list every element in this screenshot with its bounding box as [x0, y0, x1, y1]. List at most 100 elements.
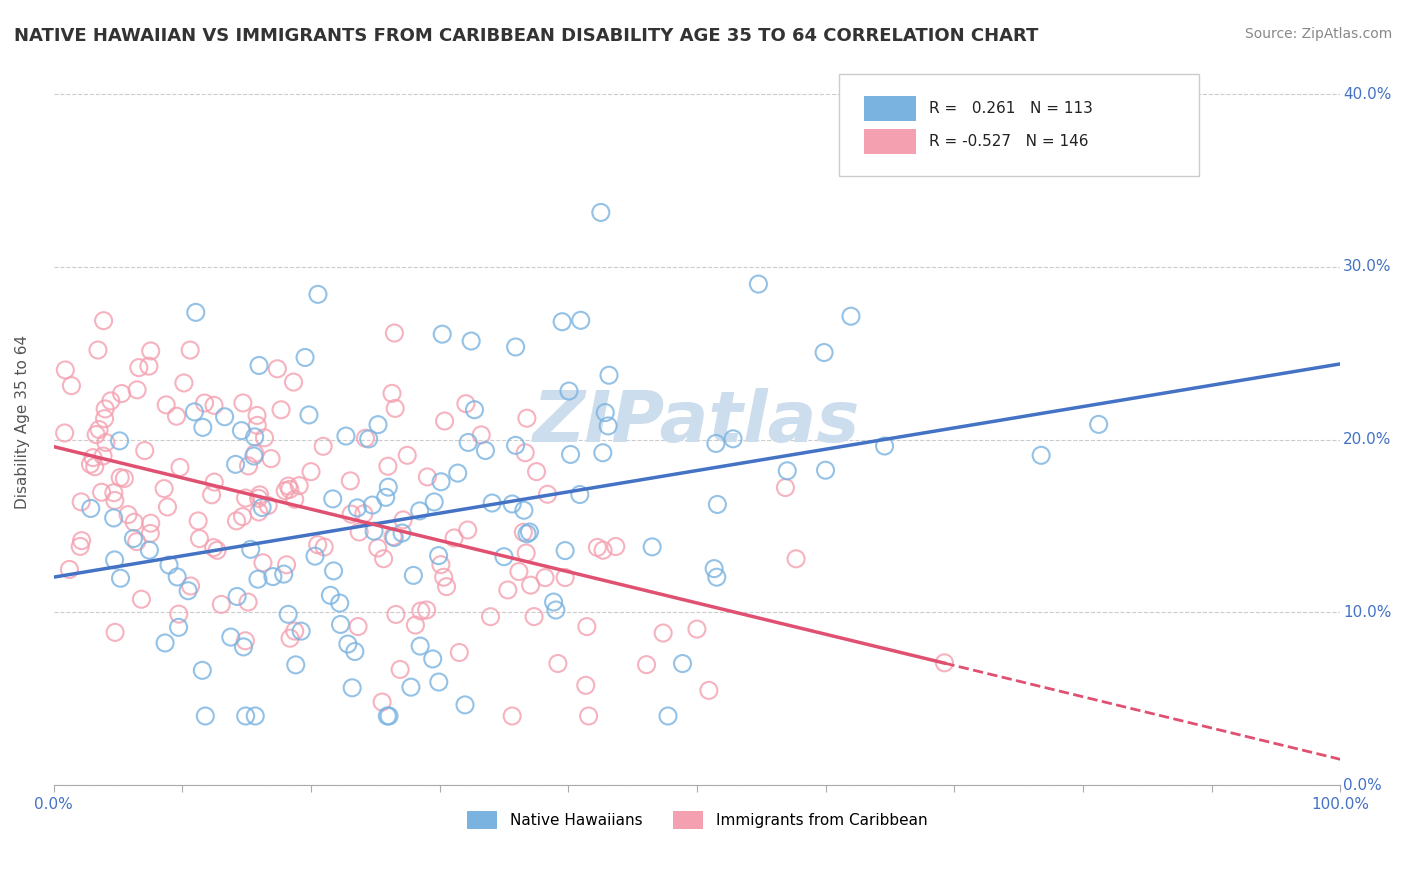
Point	[367, 541, 389, 555]
Point	[423, 495, 446, 509]
Point	[496, 582, 519, 597]
Point	[378, 709, 401, 723]
Point	[363, 524, 385, 538]
Point	[307, 287, 329, 301]
Point	[188, 532, 211, 546]
Point	[322, 491, 344, 506]
FancyBboxPatch shape	[865, 95, 915, 121]
Point	[166, 570, 188, 584]
Point	[636, 657, 658, 672]
Point	[547, 657, 569, 671]
Point	[83, 459, 105, 474]
Point	[427, 675, 450, 690]
Point	[706, 498, 728, 512]
Point	[474, 443, 496, 458]
Point	[294, 351, 316, 365]
Point	[193, 396, 215, 410]
Point	[157, 558, 180, 572]
Point	[314, 540, 336, 554]
Point	[100, 393, 122, 408]
Text: 20.0%: 20.0%	[1343, 432, 1392, 447]
Text: 0.0%: 0.0%	[1343, 778, 1382, 793]
Point	[554, 543, 576, 558]
Point	[354, 431, 377, 445]
Point	[250, 500, 273, 515]
Point	[371, 695, 394, 709]
Point	[125, 534, 148, 549]
Point	[873, 439, 896, 453]
Point	[260, 451, 283, 466]
Point	[568, 487, 591, 501]
Point	[505, 340, 527, 354]
Point	[288, 478, 311, 492]
Point	[385, 607, 408, 622]
Point	[262, 569, 284, 583]
FancyBboxPatch shape	[838, 74, 1199, 176]
Point	[335, 429, 357, 443]
Point	[122, 532, 145, 546]
Point	[87, 423, 110, 437]
Point	[375, 709, 398, 723]
Point	[276, 558, 298, 572]
Point	[235, 491, 257, 505]
Point	[219, 630, 242, 644]
Point	[139, 526, 162, 541]
Point	[697, 683, 720, 698]
Point	[209, 598, 232, 612]
Point	[173, 376, 195, 390]
Point	[180, 579, 202, 593]
Point	[392, 513, 415, 527]
Point	[202, 398, 225, 412]
Point	[246, 572, 269, 586]
Point	[367, 417, 389, 432]
Point	[247, 491, 270, 506]
Point	[103, 511, 125, 525]
Point	[513, 503, 536, 517]
Point	[454, 698, 477, 712]
Point	[515, 446, 537, 460]
Point	[457, 523, 479, 537]
Point	[226, 590, 249, 604]
Point	[686, 622, 709, 636]
Text: R =   0.261   N = 113: R = 0.261 N = 113	[928, 102, 1092, 117]
Point	[278, 631, 301, 645]
Point	[225, 514, 247, 528]
Point	[253, 431, 276, 445]
Point	[560, 447, 582, 461]
Point	[284, 492, 307, 507]
Point	[110, 571, 132, 585]
Point	[785, 551, 807, 566]
Text: 40.0%: 40.0%	[1343, 87, 1392, 102]
Point	[396, 448, 419, 462]
Point	[578, 709, 600, 723]
FancyBboxPatch shape	[865, 128, 915, 154]
Point	[243, 447, 266, 461]
Point	[389, 663, 412, 677]
Point	[87, 343, 110, 357]
Point	[463, 402, 485, 417]
Point	[589, 205, 612, 219]
Point	[270, 402, 292, 417]
Point	[128, 360, 150, 375]
Point	[641, 540, 664, 554]
Point	[657, 709, 679, 723]
Point	[108, 434, 131, 448]
Point	[94, 401, 117, 416]
Point	[492, 549, 515, 564]
Point	[592, 446, 614, 460]
Point	[257, 499, 280, 513]
Text: ZIPatlas: ZIPatlas	[533, 388, 860, 457]
Point	[155, 398, 177, 412]
Point	[516, 526, 538, 541]
Point	[436, 580, 458, 594]
Point	[53, 425, 76, 440]
Point	[536, 487, 558, 501]
Point	[382, 326, 405, 340]
Point	[433, 414, 456, 428]
Point	[127, 383, 149, 397]
Point	[336, 637, 359, 651]
Point	[312, 439, 335, 453]
Point	[558, 384, 581, 398]
Point	[457, 435, 479, 450]
Point	[69, 540, 91, 554]
